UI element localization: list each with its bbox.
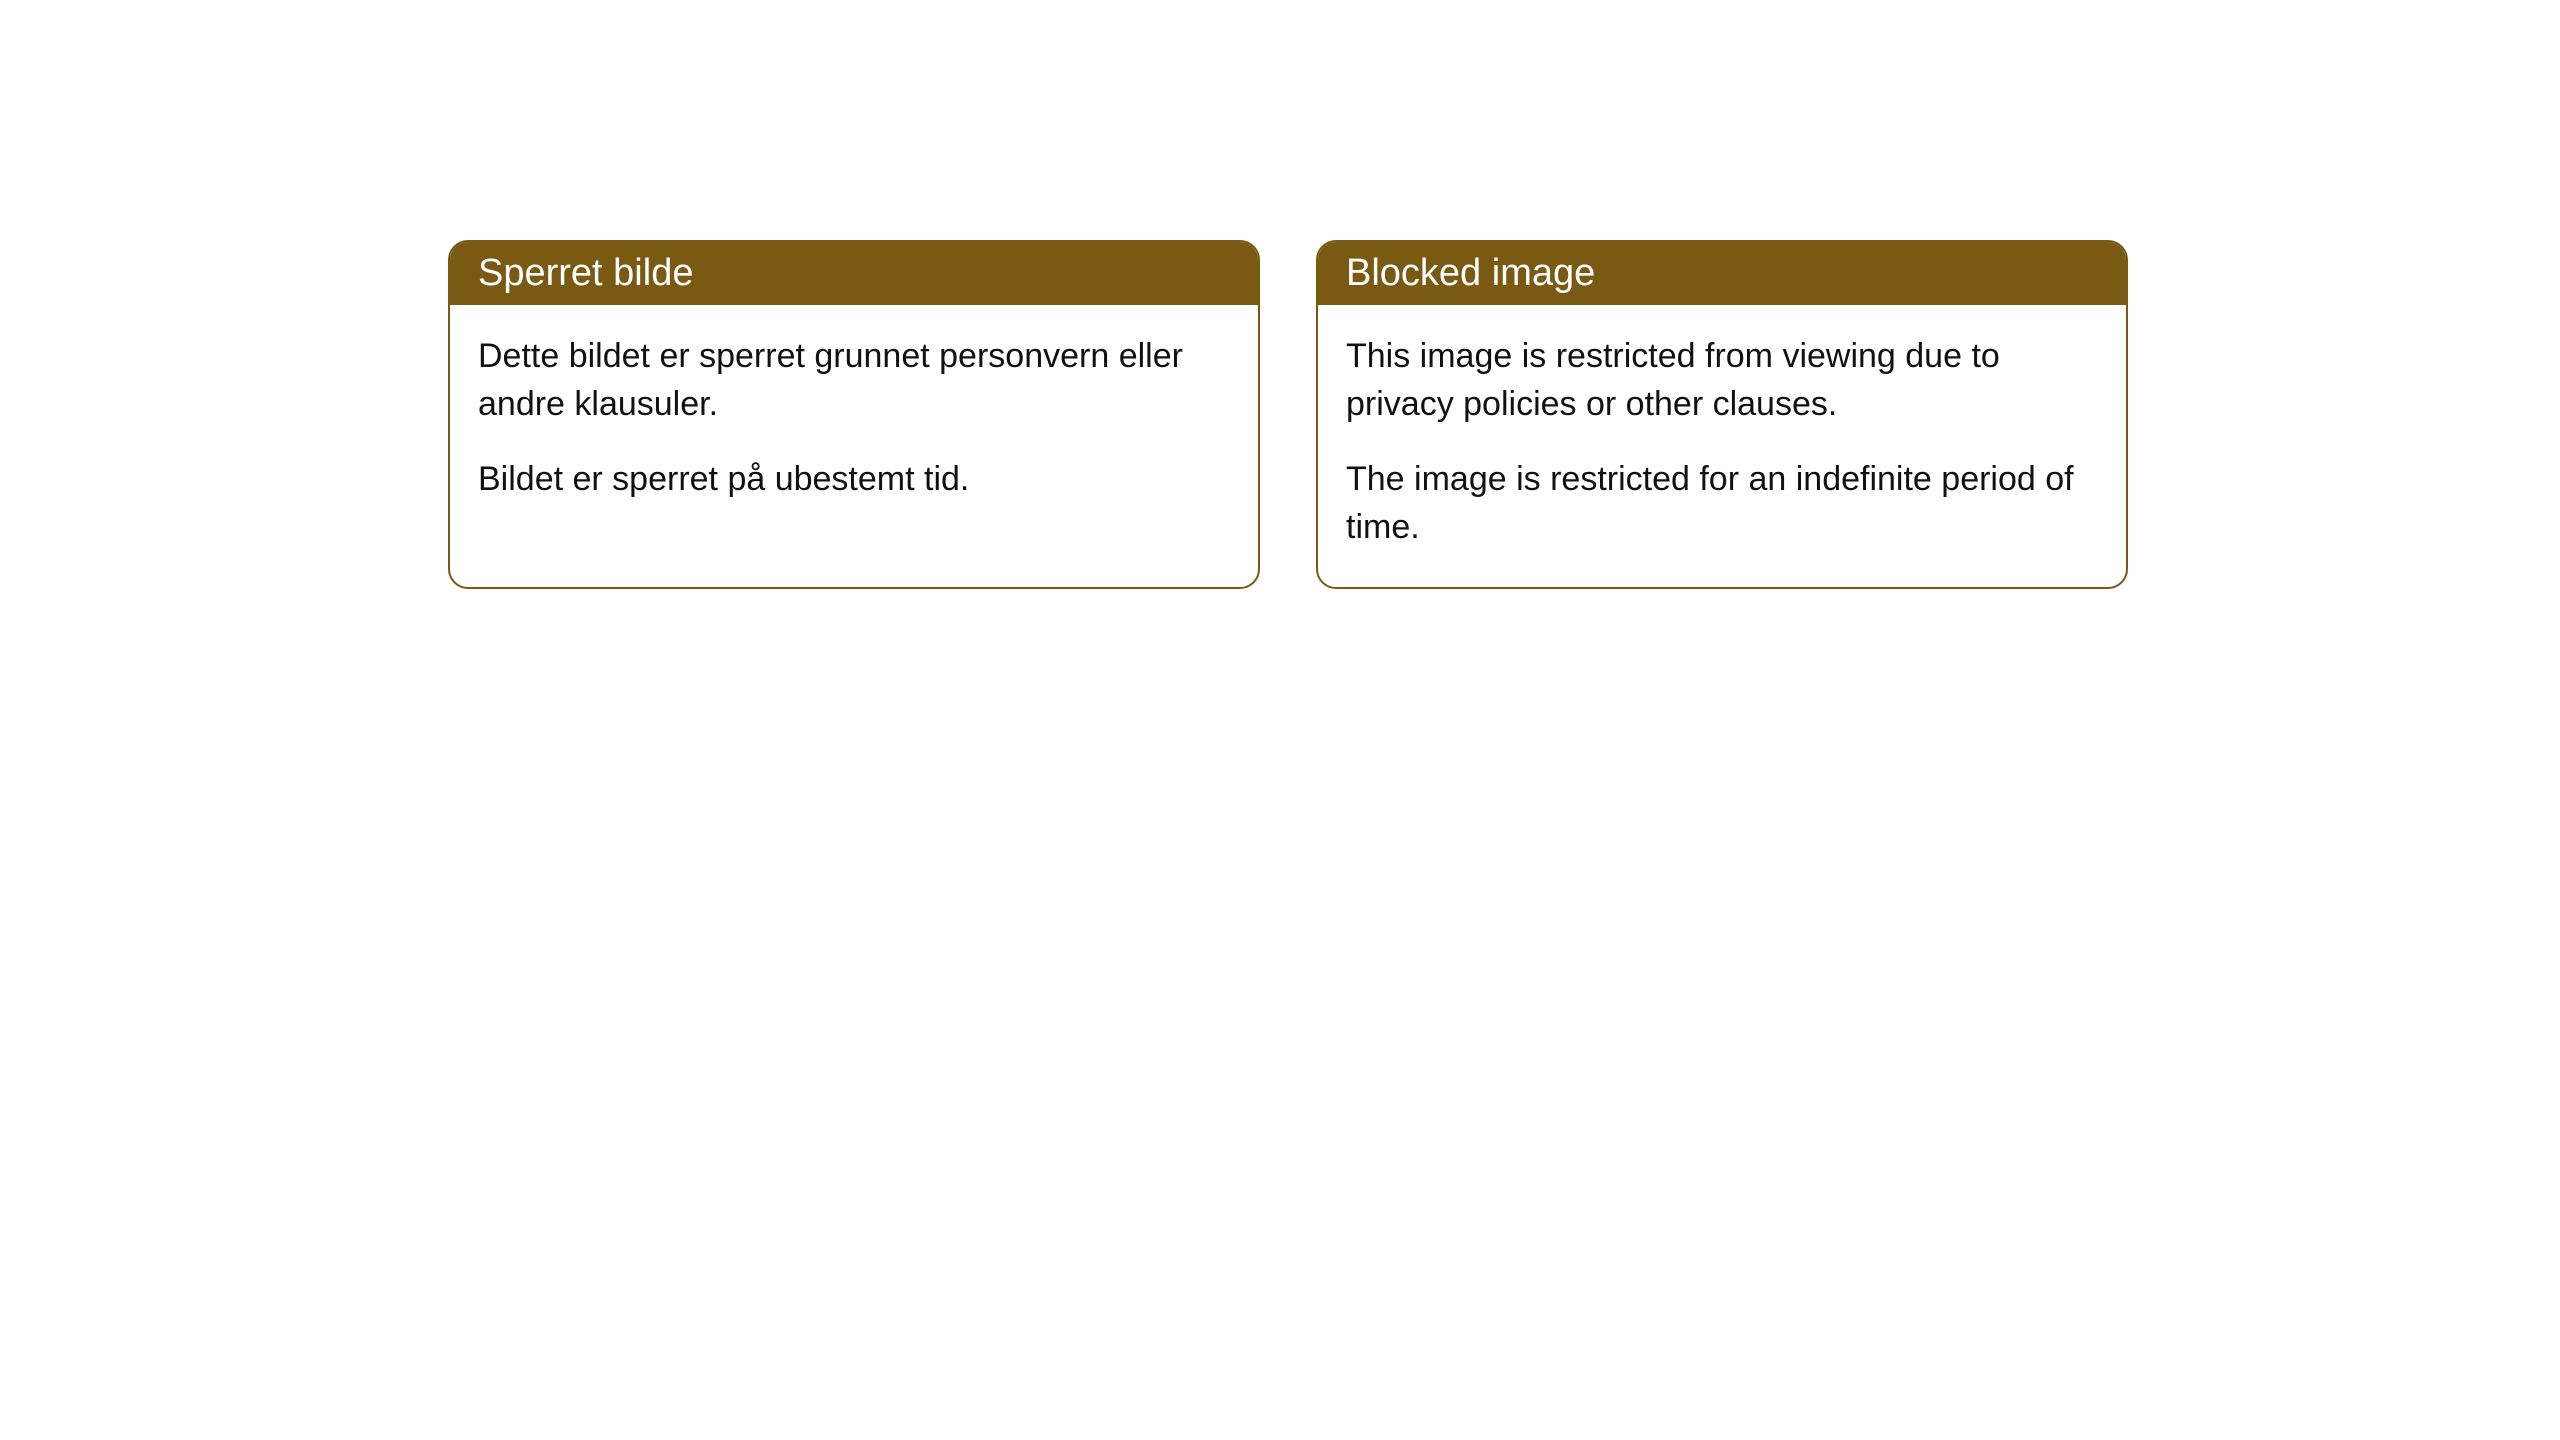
blocked-image-panel-no: Sperret bilde Dette bildet er sperret gr… bbox=[448, 240, 1260, 589]
blocked-image-panel-en: Blocked image This image is restricted f… bbox=[1316, 240, 2128, 589]
panel-paragraph-1-en: This image is restricted from viewing du… bbox=[1346, 333, 2098, 428]
panel-body-en: This image is restricted from viewing du… bbox=[1318, 305, 2126, 587]
panel-paragraph-1-no: Dette bildet er sperret grunnet personve… bbox=[478, 333, 1230, 428]
panels-container: Sperret bilde Dette bildet er sperret gr… bbox=[448, 240, 2128, 589]
panel-header-no: Sperret bilde bbox=[450, 242, 1258, 305]
panel-body-no: Dette bildet er sperret grunnet personve… bbox=[450, 305, 1258, 540]
panel-header-en: Blocked image bbox=[1318, 242, 2126, 305]
panel-paragraph-2-en: The image is restricted for an indefinit… bbox=[1346, 456, 2098, 551]
panel-paragraph-2-no: Bildet er sperret på ubestemt tid. bbox=[478, 456, 1230, 504]
